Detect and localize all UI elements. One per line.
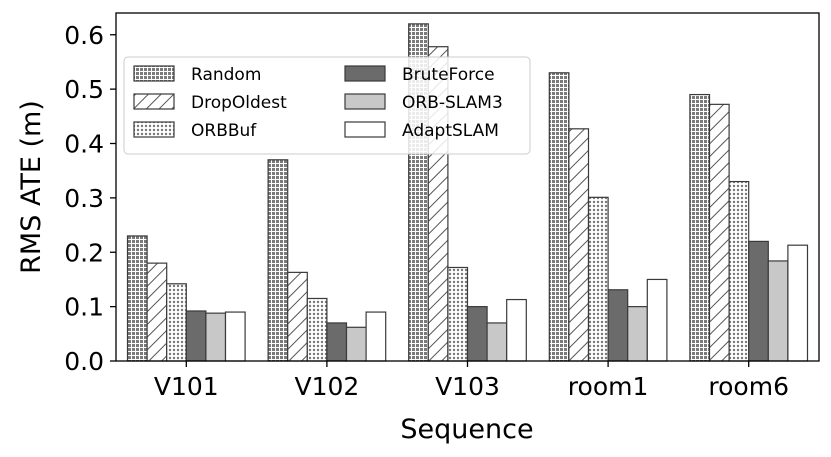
plot-area xyxy=(115,12,820,362)
bar-random-v102 xyxy=(267,159,289,362)
legend-label-random: Random xyxy=(191,65,261,85)
bar-orb-slam3-room1 xyxy=(627,306,648,362)
x-tick-label: V103 xyxy=(435,372,500,401)
bar-orbbuf-room6 xyxy=(728,180,750,362)
y-axis-label: RMS ATE (m) xyxy=(16,100,47,274)
x-axis: V101 V102 V103 room1 room6 xyxy=(154,361,789,401)
x-tick-label: room1 xyxy=(568,372,649,401)
y-tick-label: 0.1 xyxy=(64,293,104,322)
legend-label-adaptslam: AdaptSLAM xyxy=(402,121,499,141)
y-axis: 0.0 0.1 0.2 0.3 0.4 0.5 0.6 xyxy=(64,21,116,376)
bar-bruteforce-v102 xyxy=(326,322,348,362)
y-tick-label: 0.4 xyxy=(64,130,104,159)
legend-label-bruteforce: BruteForce xyxy=(402,65,495,85)
bar-adaptslam-v101 xyxy=(224,311,246,362)
bar-dropoldest-room6 xyxy=(708,103,730,362)
bar-dropoldest-room1 xyxy=(568,128,590,362)
legend-swatch-orbbuf xyxy=(133,121,175,138)
bar-dropoldest-v101 xyxy=(146,262,168,362)
bar-orb-slam3-room6 xyxy=(767,260,789,362)
bar-adaptslam-v102 xyxy=(365,311,387,362)
bar-bruteforce-v103 xyxy=(466,306,488,362)
bar-bruteforce-v101 xyxy=(185,310,207,362)
legend-swatch-adaptslam xyxy=(344,121,386,138)
legend-swatch-orb-slam3 xyxy=(344,93,386,110)
y-tick-label: 0.2 xyxy=(64,238,104,267)
bar-dropoldest-v102 xyxy=(287,271,308,362)
x-tick-label: room6 xyxy=(708,372,789,401)
bar-orb-slam3-v101 xyxy=(205,312,227,362)
bar-orb-slam3-v102 xyxy=(345,326,367,362)
legend-label-orbbuf: ORBBuf xyxy=(191,121,257,141)
x-axis-label: Sequence xyxy=(400,414,533,445)
bar-adaptslam-room1 xyxy=(646,278,668,362)
legend: Random BruteForce DropOldest ORB-SLAM3 ORBBu… xyxy=(123,56,531,155)
bar-adaptslam-v103 xyxy=(506,298,527,362)
y-tick-label: 0.0 xyxy=(64,347,104,376)
legend-label-dropoldest: DropOldest xyxy=(191,93,287,113)
x-tick-label: V102 xyxy=(294,372,359,401)
bar-random-room1 xyxy=(548,72,570,362)
bar-orbbuf-v103 xyxy=(447,266,469,362)
y-tick-label: 0.3 xyxy=(64,184,104,213)
bar-orbbuf-room1 xyxy=(587,196,609,362)
x-tick-label: V101 xyxy=(154,372,219,401)
bar-bruteforce-room1 xyxy=(607,289,629,362)
bar-orbbuf-v101 xyxy=(166,283,187,362)
bar-adaptslam-room6 xyxy=(787,244,809,362)
bar-orbbuf-v102 xyxy=(306,297,328,362)
legend-swatch-random xyxy=(133,65,175,82)
y-tick-label: 0.5 xyxy=(64,75,104,104)
bar-bruteforce-room6 xyxy=(748,240,769,362)
bar-random-v101 xyxy=(126,235,148,362)
legend-swatch-bruteforce xyxy=(344,65,386,82)
y-tick-label: 0.6 xyxy=(64,21,104,50)
bar-orb-slam3-v103 xyxy=(486,322,508,362)
legend-label-orb-slam3: ORB-SLAM3 xyxy=(402,93,503,113)
legend-frame xyxy=(123,56,531,155)
bar-random-room6 xyxy=(689,93,711,362)
legend-swatch-dropoldest xyxy=(133,93,175,110)
